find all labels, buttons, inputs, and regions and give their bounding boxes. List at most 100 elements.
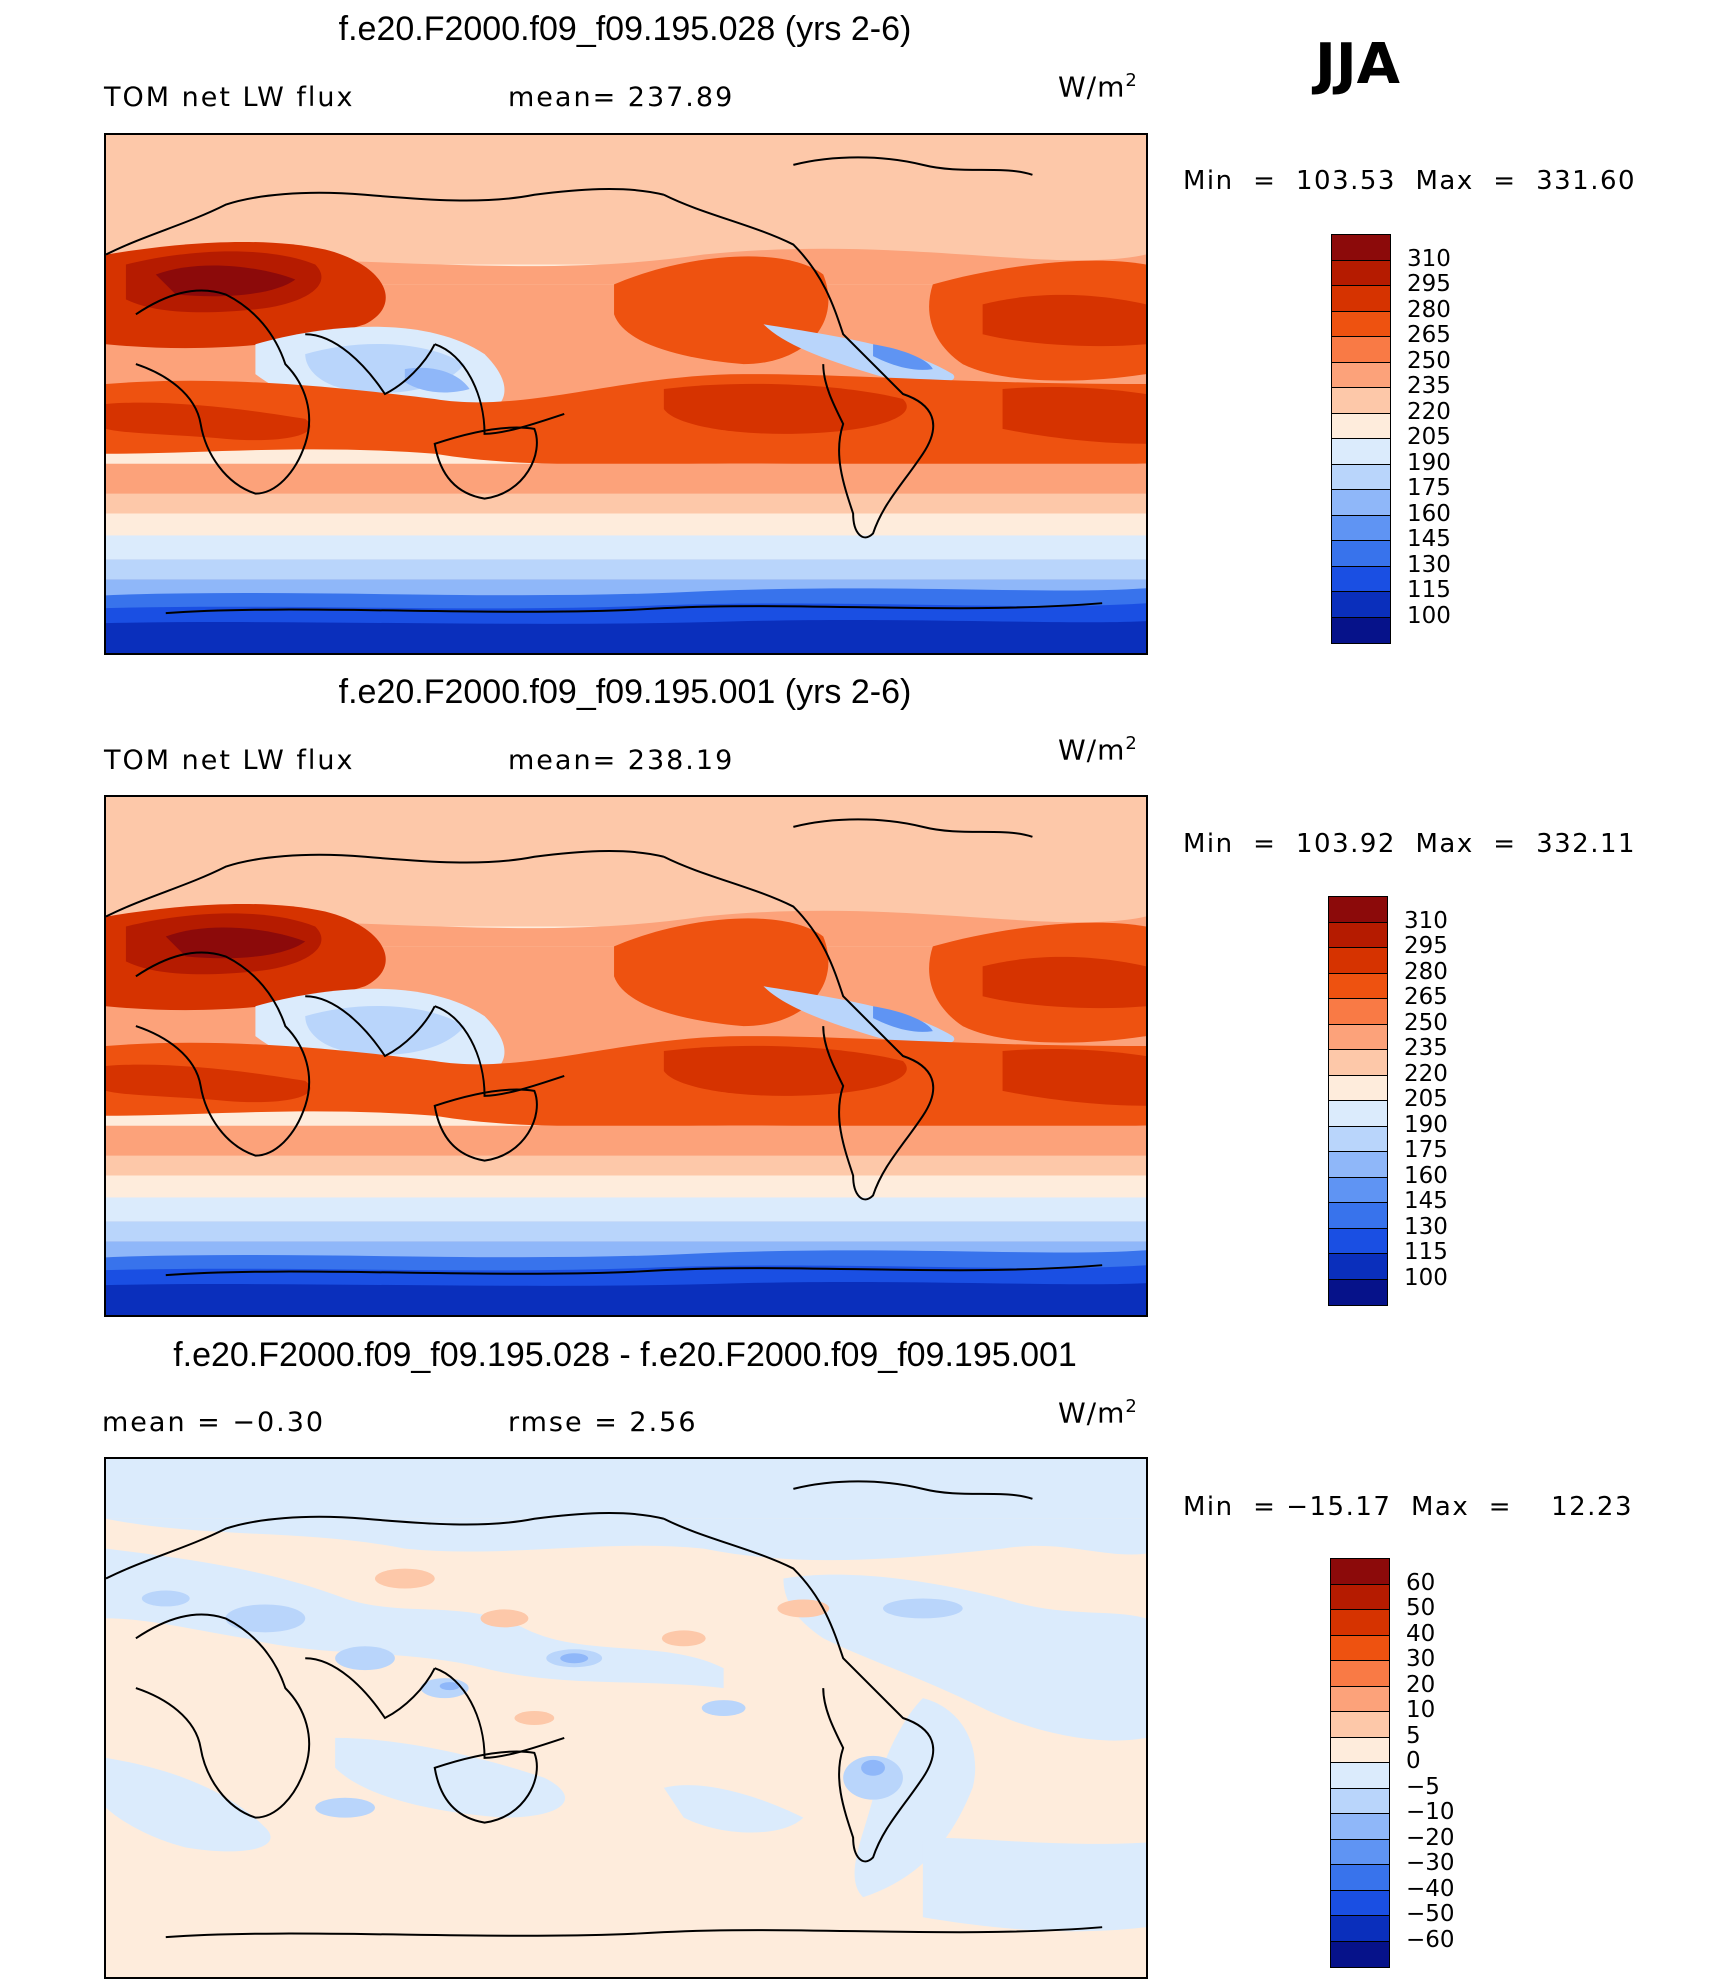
colorbar-tick-label: 250 xyxy=(1404,1009,1448,1036)
colorbar-tick-label: 220 xyxy=(1404,1060,1448,1087)
colorbar-tick-label: 40 xyxy=(1406,1620,1436,1647)
panel-3-minmax: Min = −15.17 Max = 12.23 xyxy=(1183,1492,1634,1522)
colorbar-swatch xyxy=(1332,541,1390,567)
colorbar-tick-label: 310 xyxy=(1407,245,1451,272)
colorbar-swatch xyxy=(1331,1839,1389,1865)
colorbar-tick-label: 100 xyxy=(1404,1264,1448,1291)
colorbar-swatch xyxy=(1329,999,1387,1025)
colorbar-tick-label: −20 xyxy=(1406,1824,1455,1851)
panel-1-map-svg xyxy=(106,135,1146,653)
panel-3-map-svg xyxy=(106,1459,1146,1977)
colorbar-tick-label: 310 xyxy=(1404,907,1448,934)
colorbar-tick-label: −50 xyxy=(1406,1901,1455,1927)
colorbar-tick-label: 250 xyxy=(1407,347,1451,374)
panel-2-map xyxy=(104,795,1148,1317)
colorbar-swatch xyxy=(1331,1559,1389,1585)
colorbar-tick-label: 160 xyxy=(1407,500,1451,527)
colorbar-swatch xyxy=(1332,515,1390,541)
colorbar-tick-label: 235 xyxy=(1407,373,1451,399)
colorbar-swatch xyxy=(1329,1177,1387,1203)
panel-2-mean-label: mean= 238.19 xyxy=(508,745,735,776)
colorbar-swatch xyxy=(1332,388,1390,414)
panel-3-colorbar xyxy=(1330,1558,1390,1968)
panel-1-units: W/m2 xyxy=(1058,70,1138,104)
panel-1-mean-label: mean= 237.89 xyxy=(508,82,735,113)
colorbar-swatch xyxy=(1329,1254,1387,1280)
colorbar-swatch xyxy=(1332,286,1390,312)
colorbar-tick-label: −40 xyxy=(1406,1875,1455,1902)
colorbar-tick-label: 205 xyxy=(1404,1086,1448,1112)
colorbar-tick-label: 130 xyxy=(1407,551,1451,578)
colorbar-tick-label: 220 xyxy=(1407,398,1451,425)
colorbar-tick-label: 175 xyxy=(1407,475,1451,501)
colorbar-swatch xyxy=(1329,1024,1387,1050)
colorbar-tick-label: 190 xyxy=(1407,449,1451,476)
panel-3-mean-label: mean = −0.30 xyxy=(102,1407,326,1438)
panel-2-map-svg xyxy=(106,797,1146,1315)
colorbar-swatch xyxy=(1332,490,1390,516)
colorbar-swatch xyxy=(1329,1101,1387,1127)
colorbar-swatch xyxy=(1332,311,1390,337)
colorbar-swatch xyxy=(1332,362,1390,388)
colorbar-swatch xyxy=(1329,1279,1387,1305)
colorbar-tick-label: −5 xyxy=(1406,1773,1440,1800)
colorbar-tick-label: 130 xyxy=(1404,1213,1448,1240)
colorbar-swatch xyxy=(1329,1126,1387,1152)
panel-3-units: W/m2 xyxy=(1058,1396,1138,1430)
colorbar-swatch xyxy=(1329,1050,1387,1076)
season-label: JJA xyxy=(1315,32,1401,97)
colorbar-swatch xyxy=(1331,1712,1389,1738)
colorbar-tick-label: 280 xyxy=(1407,296,1451,323)
colorbar-tick-label: 145 xyxy=(1404,1188,1448,1214)
colorbar-swatch xyxy=(1332,464,1390,490)
panel-2-minmax: Min = 103.92 Max = 332.11 xyxy=(1183,829,1637,859)
colorbar-swatch xyxy=(1332,592,1390,618)
colorbar-swatch xyxy=(1329,897,1387,923)
colorbar-tick-label: 50 xyxy=(1406,1595,1436,1621)
colorbar-tick-label: 20 xyxy=(1406,1671,1436,1698)
colorbar-tick-label: −10 xyxy=(1406,1799,1455,1825)
panel-3-rmse-label: rmse = 2.56 xyxy=(508,1407,698,1438)
colorbar-swatch xyxy=(1331,1584,1389,1610)
colorbar-tick-label: 30 xyxy=(1406,1646,1436,1672)
colorbar-swatch xyxy=(1331,1763,1389,1789)
colorbar-swatch xyxy=(1329,1203,1387,1229)
panel-2-colorbar xyxy=(1328,896,1388,1306)
colorbar-swatch xyxy=(1329,1075,1387,1101)
colorbar-tick-label: 265 xyxy=(1407,322,1451,348)
panel-2-variable-label: TOM net LW flux xyxy=(104,745,355,776)
colorbar-swatch xyxy=(1332,260,1390,286)
colorbar-swatch xyxy=(1332,413,1390,439)
panel-1-minmax: Min = 103.53 Max = 331.60 xyxy=(1183,166,1637,196)
colorbar-tick-label: 205 xyxy=(1407,424,1451,450)
colorbar-swatch xyxy=(1329,1228,1387,1254)
colorbar-swatch xyxy=(1331,1941,1389,1967)
colorbar-swatch xyxy=(1329,973,1387,999)
colorbar-swatch xyxy=(1331,1865,1389,1891)
colorbar-tick-label: 295 xyxy=(1404,933,1448,959)
panel-1-colorbar xyxy=(1331,234,1391,644)
colorbar-swatch xyxy=(1332,337,1390,363)
colorbar-tick-label: 5 xyxy=(1406,1722,1421,1749)
colorbar-tick-label: 265 xyxy=(1404,984,1448,1010)
colorbar-swatch xyxy=(1331,1890,1389,1916)
colorbar-swatch xyxy=(1332,617,1390,643)
colorbar-swatch xyxy=(1332,439,1390,465)
colorbar-swatch xyxy=(1329,922,1387,948)
colorbar-swatch xyxy=(1331,1635,1389,1661)
colorbar-tick-label: −30 xyxy=(1406,1850,1455,1876)
colorbar-swatch xyxy=(1331,1916,1389,1942)
colorbar-tick-label: −60 xyxy=(1406,1926,1455,1953)
colorbar-swatch xyxy=(1329,1152,1387,1178)
colorbar-swatch xyxy=(1331,1610,1389,1636)
colorbar-tick-label: 60 xyxy=(1406,1569,1436,1596)
colorbar-swatch xyxy=(1331,1737,1389,1763)
colorbar-swatch xyxy=(1331,1661,1389,1687)
colorbar-tick-label: 160 xyxy=(1404,1162,1448,1189)
panel-1-variable-label: TOM net LW flux xyxy=(104,82,355,113)
panel-3-title: f.e20.F2000.f09_f09.195.028 - f.e20.F200… xyxy=(173,1336,1077,1374)
panel-1-title: f.e20.F2000.f09_f09.195.028 (yrs 2-6) xyxy=(338,10,912,48)
colorbar-tick-label: 190 xyxy=(1404,1111,1448,1138)
colorbar-tick-label: 0 xyxy=(1406,1748,1421,1774)
colorbar-tick-label: 10 xyxy=(1406,1697,1436,1723)
